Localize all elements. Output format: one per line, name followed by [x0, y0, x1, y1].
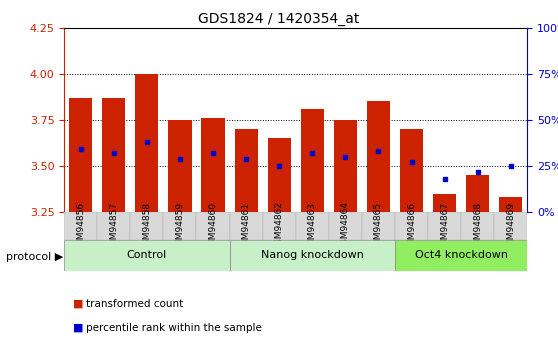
Bar [301, 109, 324, 212]
FancyBboxPatch shape [362, 212, 395, 240]
Bar [499, 197, 522, 212]
FancyBboxPatch shape [395, 212, 428, 240]
Bar [135, 74, 158, 212]
Text: GSM94868: GSM94868 [473, 201, 482, 250]
Bar [102, 98, 126, 212]
Text: Control: Control [127, 250, 167, 260]
Text: Oct4 knockdown: Oct4 knockdown [415, 250, 508, 260]
Text: GSM94859: GSM94859 [175, 201, 185, 250]
Bar [201, 118, 225, 212]
Bar [334, 120, 357, 212]
Text: GSM94856: GSM94856 [76, 201, 85, 250]
FancyBboxPatch shape [97, 212, 131, 240]
FancyBboxPatch shape [461, 212, 494, 240]
Bar [69, 98, 92, 212]
FancyBboxPatch shape [229, 240, 395, 271]
Bar [367, 101, 390, 212]
Text: ■: ■ [73, 323, 83, 333]
Text: GSM94869: GSM94869 [506, 201, 515, 250]
Bar [400, 129, 423, 212]
FancyBboxPatch shape [64, 212, 97, 240]
FancyBboxPatch shape [494, 212, 527, 240]
Text: GSM94863: GSM94863 [308, 201, 317, 250]
FancyBboxPatch shape [64, 240, 229, 271]
Text: GSM94860: GSM94860 [209, 201, 218, 250]
Text: GDS1824 / 1420354_at: GDS1824 / 1420354_at [198, 12, 360, 26]
Bar [268, 138, 291, 212]
Bar [433, 194, 456, 212]
Text: protocol ▶: protocol ▶ [6, 252, 63, 262]
FancyBboxPatch shape [196, 212, 229, 240]
FancyBboxPatch shape [329, 212, 362, 240]
Text: GSM94858: GSM94858 [142, 201, 151, 250]
Text: Nanog knockdown: Nanog knockdown [261, 250, 364, 260]
FancyBboxPatch shape [229, 212, 263, 240]
FancyBboxPatch shape [163, 212, 196, 240]
Text: ■: ■ [73, 299, 83, 308]
Text: GSM94866: GSM94866 [407, 201, 416, 250]
Text: GSM94857: GSM94857 [109, 201, 118, 250]
FancyBboxPatch shape [263, 212, 296, 240]
Text: GSM94865: GSM94865 [374, 201, 383, 250]
Bar [466, 175, 489, 212]
Bar [169, 120, 191, 212]
FancyBboxPatch shape [131, 212, 163, 240]
Bar [234, 129, 258, 212]
Text: GSM94862: GSM94862 [275, 201, 283, 250]
Text: GSM94861: GSM94861 [242, 201, 251, 250]
Text: GSM94864: GSM94864 [341, 201, 350, 250]
Text: percentile rank within the sample: percentile rank within the sample [86, 323, 262, 333]
Text: GSM94867: GSM94867 [440, 201, 449, 250]
FancyBboxPatch shape [428, 212, 461, 240]
FancyBboxPatch shape [296, 212, 329, 240]
FancyBboxPatch shape [395, 240, 527, 271]
Text: transformed count: transformed count [86, 299, 184, 308]
